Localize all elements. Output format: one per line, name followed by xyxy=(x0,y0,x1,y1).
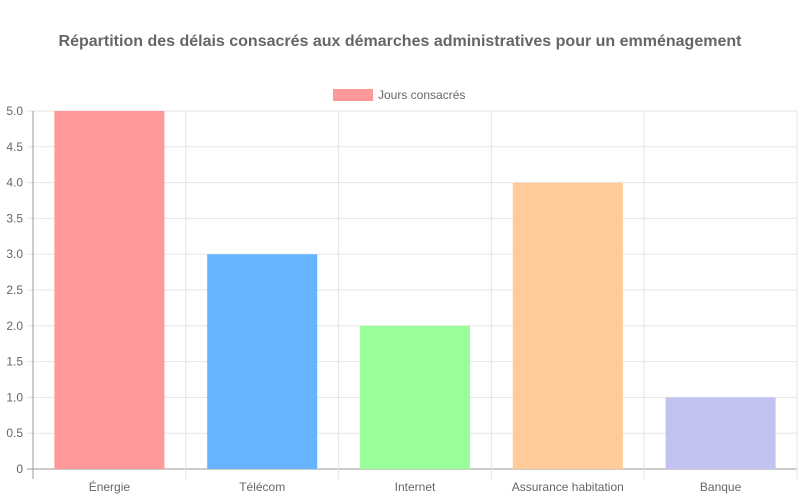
x-tick-label: Assurance habitation xyxy=(512,480,624,494)
bar[interactable] xyxy=(359,325,471,469)
y-tick-label: 5.0 xyxy=(6,104,23,118)
x-tick-label: Énergie xyxy=(89,479,131,494)
y-tick-label: 1.5 xyxy=(6,355,23,369)
y-tick-label: 3.5 xyxy=(6,211,23,225)
bar[interactable] xyxy=(207,254,318,469)
x-tick-label: Internet xyxy=(395,480,436,494)
y-tick-label: 2.5 xyxy=(6,283,23,297)
x-tick-label: Banque xyxy=(700,480,742,494)
y-tick-label: 4.0 xyxy=(6,176,23,190)
bar[interactable] xyxy=(665,397,776,469)
y-tick-label: 4.5 xyxy=(6,140,23,154)
x-axis-ticks: Énergie Télécom Internet Assurance habitati… xyxy=(89,479,742,494)
y-tick-label: 3.0 xyxy=(6,247,23,261)
legend-swatch xyxy=(333,89,373,101)
bar[interactable] xyxy=(512,182,623,469)
y-axis-ticks: 0 0.5 1.0 1.5 2.0 2.5 3.0 3.5 4.0 4.5 5.0 xyxy=(6,104,23,476)
bars xyxy=(54,111,776,469)
y-tick-label: 1.0 xyxy=(6,390,23,404)
y-tick-label: 2.0 xyxy=(6,319,23,333)
legend-label: Jours consacrés xyxy=(378,88,465,102)
bar[interactable] xyxy=(54,111,165,469)
chart-title: Répartition des délais consacrés aux dém… xyxy=(59,33,743,50)
legend[interactable]: Jours consacrés xyxy=(333,88,465,102)
x-tick-label: Télécom xyxy=(239,480,285,494)
y-tick-label: 0.5 xyxy=(6,426,23,440)
y-tick-label: 0 xyxy=(16,462,23,476)
